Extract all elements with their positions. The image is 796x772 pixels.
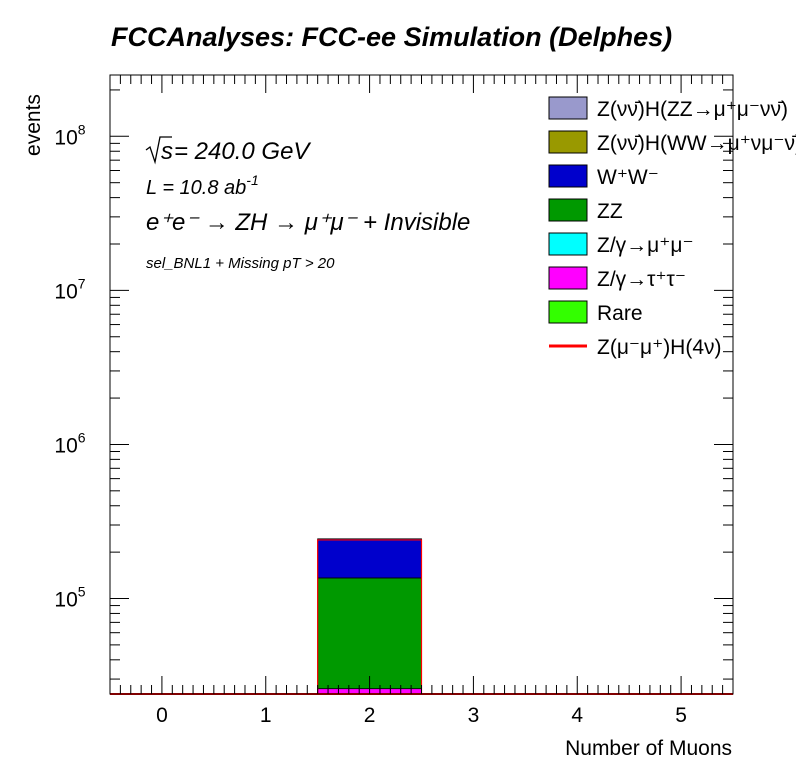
y-axis-label: events bbox=[22, 94, 45, 156]
legend-label: ZZ bbox=[597, 200, 623, 223]
chart-title: FCCAnalyses: FCC-ee Simulation (Delphes) bbox=[111, 22, 672, 52]
histogram-bars bbox=[317, 538, 422, 695]
legend-label: Z/γ→μ⁺μ⁻ bbox=[597, 234, 694, 257]
y-tick-label: 107 bbox=[54, 275, 85, 303]
x-tick-label: 2 bbox=[364, 704, 376, 727]
legend-label: W⁺W⁻ bbox=[597, 166, 659, 189]
process-annotation: e⁺e⁻ → ZH → μ⁺μ⁻ + Invisible bbox=[146, 209, 470, 236]
y-tick-label: 106 bbox=[54, 429, 85, 457]
legend-swatch bbox=[548, 198, 588, 222]
legend-swatch bbox=[548, 130, 588, 154]
y-axis-ticks: 105 106 107 108 bbox=[54, 89, 733, 680]
legend-label: Z(νν̄)H(WW→μ⁺νμ⁻ν̄) bbox=[597, 132, 796, 155]
svg-text:L = 10.8 ab-1: L = 10.8 ab-1 bbox=[146, 172, 259, 199]
signal-bin-outline bbox=[317, 539, 423, 694]
x-tick-label: 4 bbox=[571, 704, 583, 727]
legend-swatch bbox=[548, 232, 588, 256]
legend: Z(νν̄)H(ZZ→μ⁺μ⁻νν̄) Z(νν̄)H(WW→μ⁺νμ⁻ν̄) W⁺… bbox=[548, 96, 796, 359]
y-tick-label: 108 bbox=[54, 121, 85, 149]
legend-swatch bbox=[548, 96, 588, 120]
x-tick-label: 1 bbox=[260, 704, 272, 727]
sqrt-s-symbol: s bbox=[161, 138, 173, 165]
x-tick-label: 0 bbox=[156, 704, 168, 727]
x-tick-label: 3 bbox=[468, 704, 480, 727]
luminosity-text: L = 10.8 ab bbox=[146, 177, 246, 199]
luminosity-exponent: -1 bbox=[246, 172, 258, 188]
legend-label: Z/γ→τ⁺τ⁻ bbox=[597, 268, 686, 291]
legend-label: Rare bbox=[597, 302, 643, 325]
legend-label: Z(νν̄)H(ZZ→μ⁺μ⁻νν̄) bbox=[597, 98, 788, 121]
x-axis-ticks: 0 1 2 3 4 5 bbox=[109, 75, 734, 727]
legend-swatch bbox=[548, 164, 588, 188]
legend-label-signal: Z(μ⁻μ⁺)H(4ν) bbox=[597, 336, 722, 359]
x-tick-label: 5 bbox=[675, 704, 687, 727]
sqrt-s-annotation: s = 240.0 GeV bbox=[145, 136, 311, 165]
bar-w-w--bin-2 bbox=[317, 538, 422, 579]
bar-zz-bin-2 bbox=[317, 577, 422, 690]
luminosity-annotation: L = 10.8 ab-1 bbox=[146, 172, 259, 199]
legend-swatch bbox=[548, 300, 588, 324]
x-axis-label: Number of Muons bbox=[565, 737, 732, 760]
legend-swatch bbox=[548, 266, 588, 290]
sqrt-s-value: = 240.0 GeV bbox=[174, 138, 311, 165]
y-tick-label: 105 bbox=[54, 584, 85, 612]
selection-annotation: sel_BNL1 + Missing pT > 20 bbox=[146, 255, 335, 272]
